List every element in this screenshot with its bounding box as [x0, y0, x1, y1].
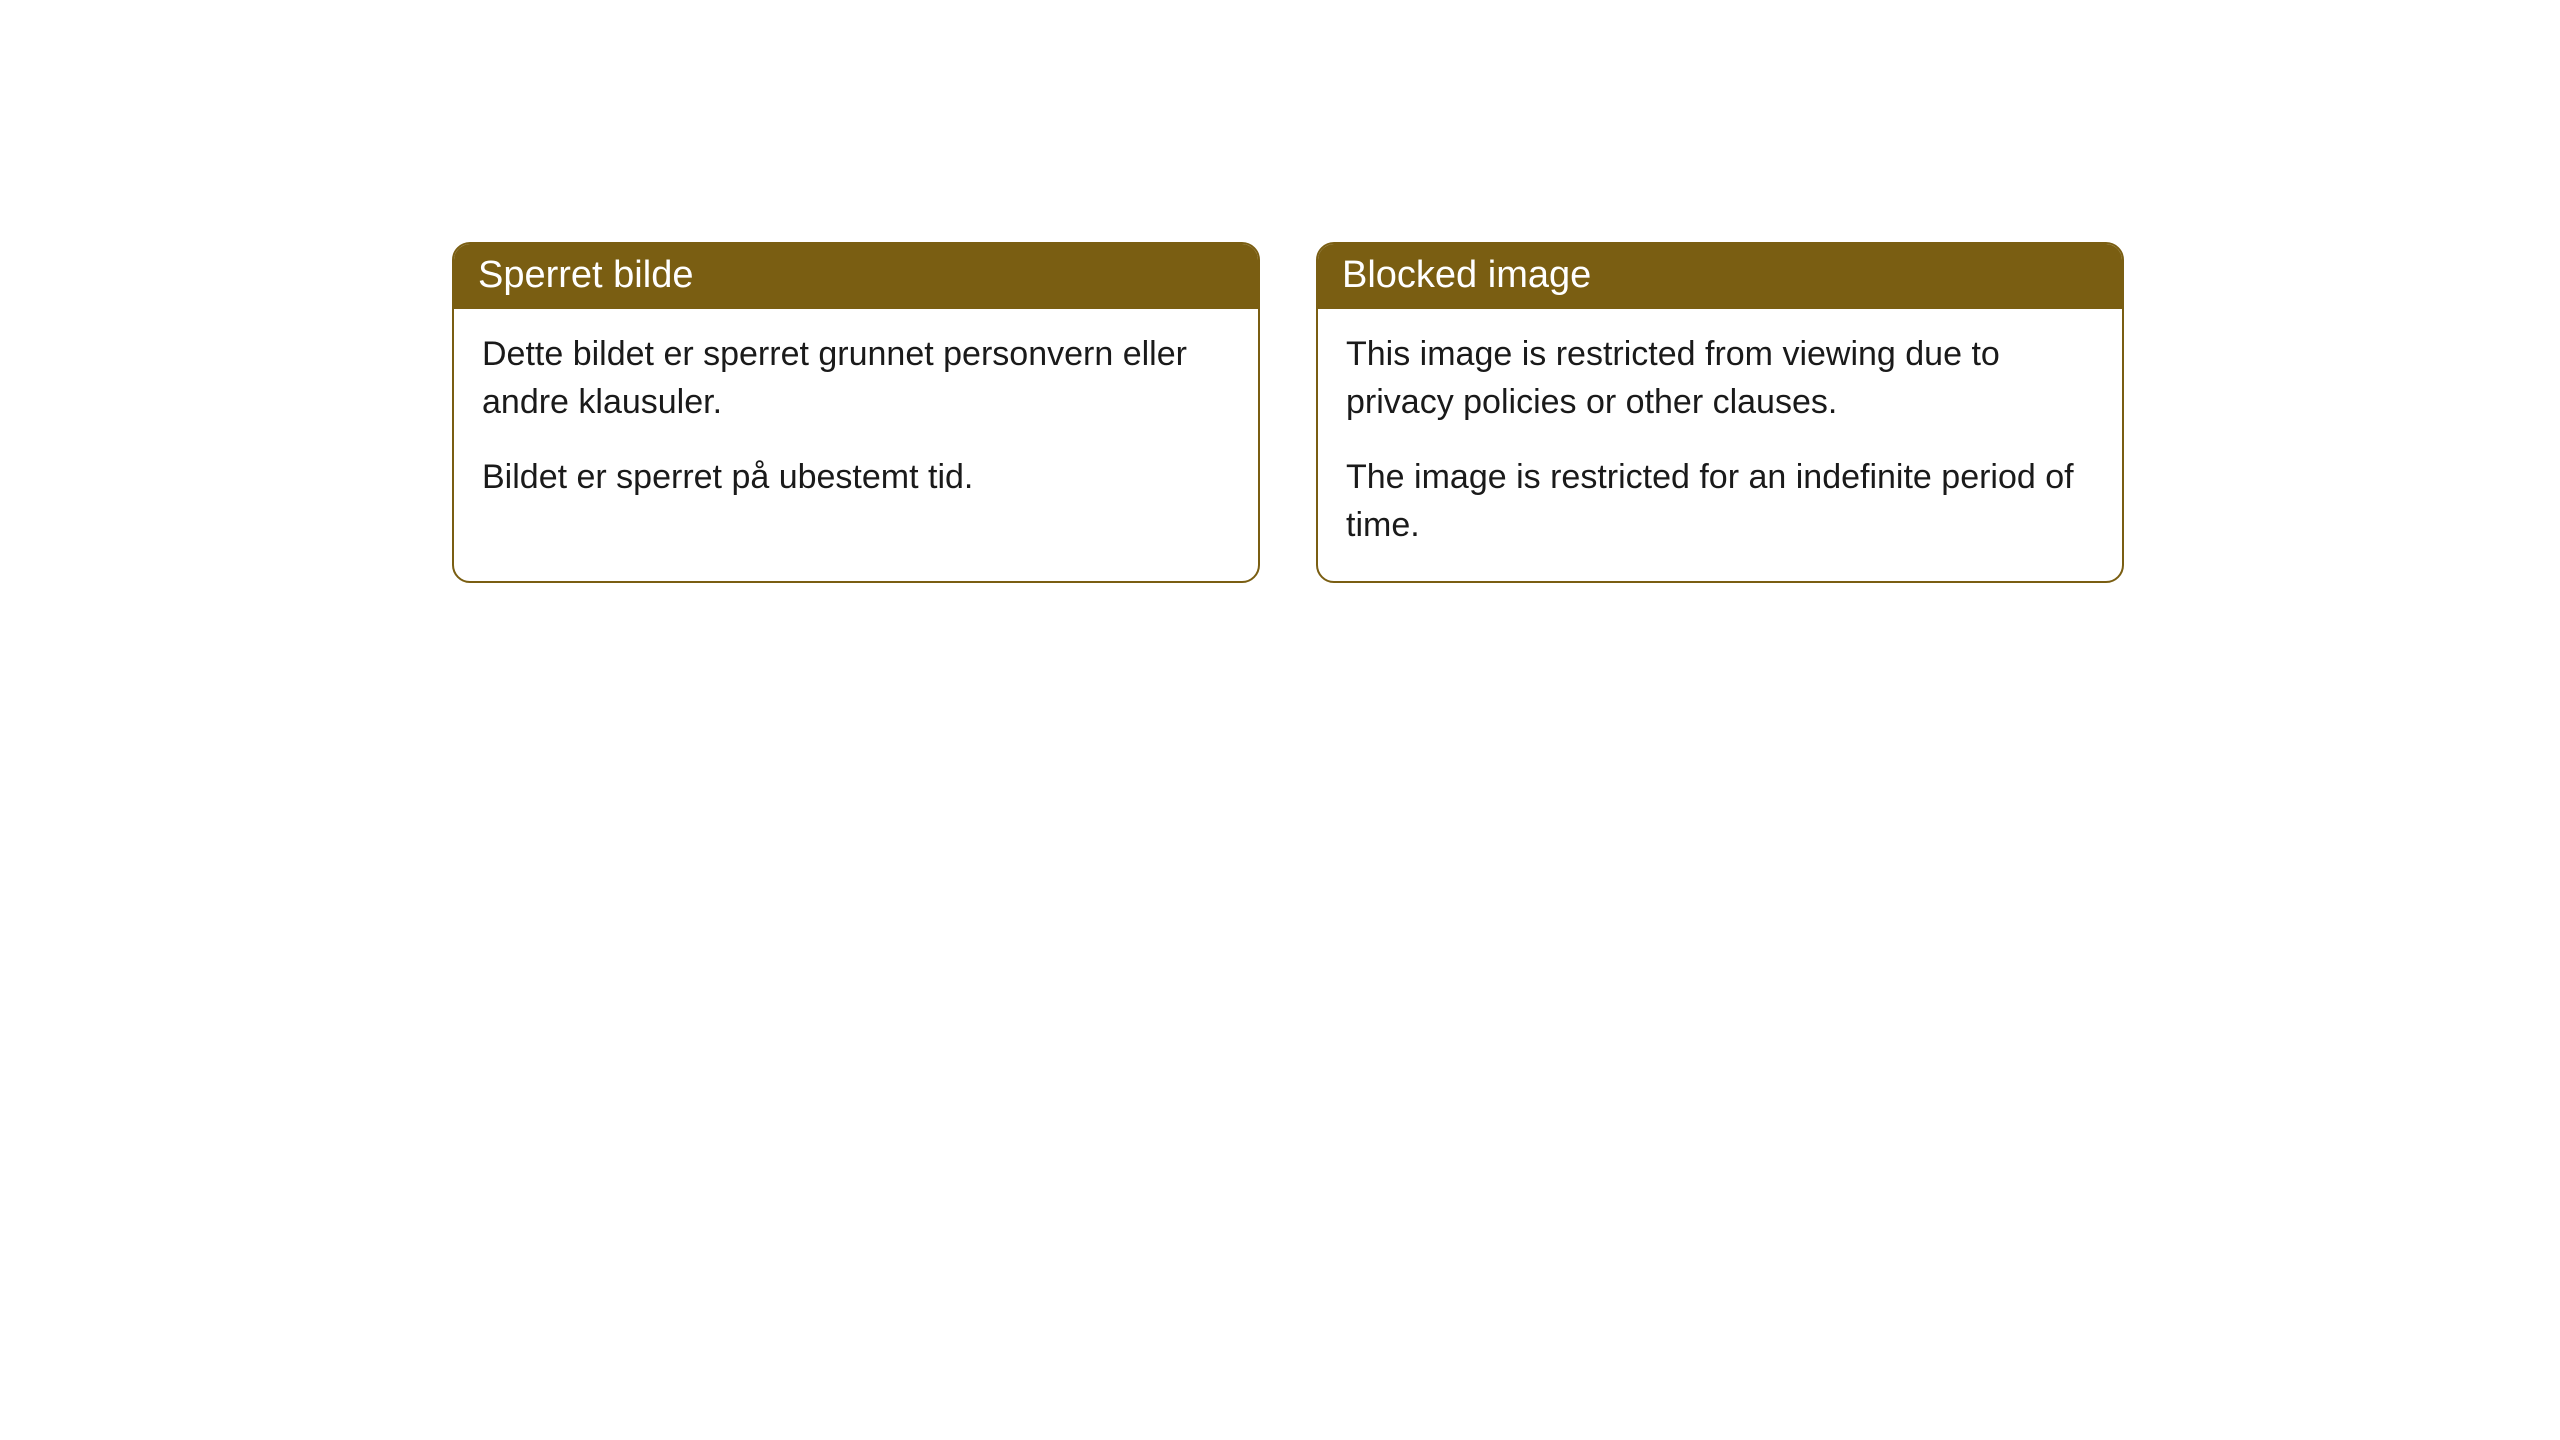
card-body: This image is restricted from viewing du… — [1318, 309, 2122, 581]
card-body: Dette bildet er sperret grunnet personve… — [454, 309, 1258, 534]
blocked-image-card-en: Blocked image This image is restricted f… — [1316, 242, 2124, 583]
card-text-line1: Dette bildet er sperret grunnet personve… — [482, 331, 1230, 426]
card-text-line2: Bildet er sperret på ubestemt tid. — [482, 454, 1230, 502]
blocked-image-card-no: Sperret bilde Dette bildet er sperret gr… — [452, 242, 1260, 583]
cards-container: Sperret bilde Dette bildet er sperret gr… — [0, 0, 2560, 583]
card-header: Blocked image — [1318, 244, 2122, 309]
card-text-line2: The image is restricted for an indefinit… — [1346, 454, 2094, 549]
card-header: Sperret bilde — [454, 244, 1258, 309]
card-text-line1: This image is restricted from viewing du… — [1346, 331, 2094, 426]
